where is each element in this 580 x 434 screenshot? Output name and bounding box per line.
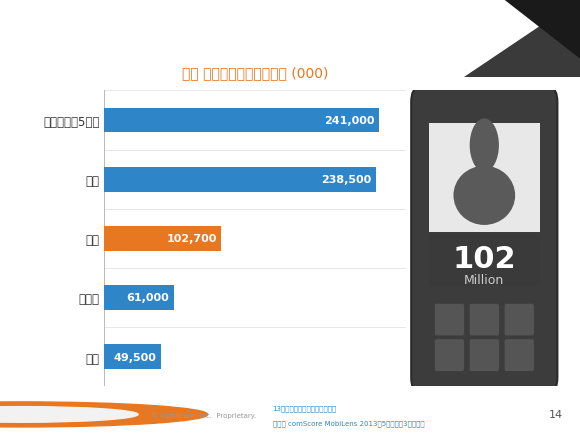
Circle shape	[470, 119, 499, 172]
Text: 出典： comScore MobiLens 2013年5月までの3ヶ月平均: 出典： comScore MobiLens 2013年5月までの3ヶ月平均	[273, 420, 424, 426]
FancyBboxPatch shape	[504, 304, 534, 336]
Bar	[104, 167, 376, 192]
FancyBboxPatch shape	[469, 304, 499, 336]
Ellipse shape	[454, 166, 515, 225]
Bar	[104, 344, 161, 369]
FancyBboxPatch shape	[469, 339, 499, 372]
Circle shape	[0, 407, 138, 422]
FancyBboxPatch shape	[434, 304, 465, 336]
Circle shape	[0, 402, 208, 427]
Text: 13歳以上の全モバイルユーザー: 13歳以上の全モバイルユーザー	[273, 404, 337, 411]
Text: 61,000: 61,000	[126, 293, 169, 302]
Bar	[104, 285, 174, 310]
Polygon shape	[505, 0, 580, 59]
Text: 米国は日本の2倍以上: 米国は日本の2倍以上	[12, 53, 87, 66]
FancyBboxPatch shape	[411, 88, 557, 392]
FancyBboxPatch shape	[504, 339, 534, 372]
Text: 238,500: 238,500	[321, 175, 371, 184]
Bar	[104, 226, 222, 251]
Text: 241,000: 241,000	[324, 116, 374, 125]
Bar	[429, 124, 539, 233]
Bar	[429, 234, 539, 286]
Bar	[104, 108, 379, 133]
Text: 14: 14	[549, 410, 563, 419]
Text: 102: 102	[452, 244, 516, 273]
Text: comScore.: comScore.	[48, 410, 109, 419]
Text: 102,700: 102,700	[166, 234, 217, 243]
Bar	[429, 124, 539, 233]
Text: 49,500: 49,500	[113, 352, 156, 362]
Text: © comScore, Inc.  Proprietary.: © comScore, Inc. Proprietary.	[151, 411, 256, 418]
Title: 国別 モバイルユーザー総数 (000): 国別 モバイルユーザー総数 (000)	[182, 66, 328, 80]
FancyBboxPatch shape	[434, 339, 465, 372]
Polygon shape	[464, 0, 580, 78]
Text: Million: Million	[464, 273, 505, 286]
Text: 国内モバイルユーザー数は1.02億人: 国内モバイルユーザー数は1.02億人	[12, 20, 206, 37]
